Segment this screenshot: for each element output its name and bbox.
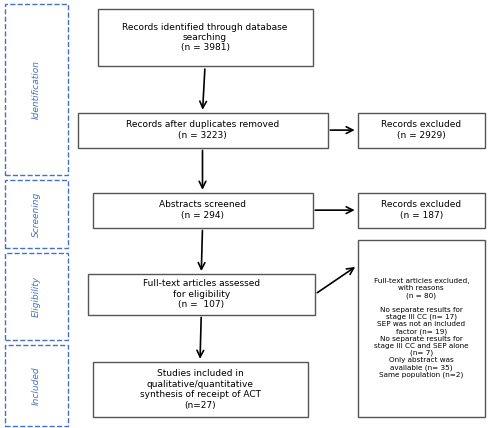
FancyBboxPatch shape [98, 9, 312, 66]
Text: Records after duplicates removed
(n = 3223): Records after duplicates removed (n = 32… [126, 120, 279, 140]
Text: Records excluded
(n = 2929): Records excluded (n = 2929) [381, 120, 462, 140]
FancyBboxPatch shape [88, 274, 315, 315]
Text: Screening: Screening [32, 191, 41, 237]
Text: Records excluded
(n = 187): Records excluded (n = 187) [381, 200, 462, 220]
Text: Eligibility: Eligibility [32, 276, 41, 317]
Text: Identification: Identification [32, 60, 41, 119]
FancyBboxPatch shape [92, 362, 308, 417]
Text: Abstracts screened
(n = 294): Abstracts screened (n = 294) [159, 200, 246, 220]
FancyBboxPatch shape [5, 253, 68, 340]
FancyBboxPatch shape [358, 113, 485, 148]
FancyBboxPatch shape [358, 240, 485, 417]
FancyBboxPatch shape [5, 345, 68, 426]
Text: Records identified through database
searching
(n = 3981): Records identified through database sear… [122, 23, 288, 52]
Text: Studies included in
qualitative/quantitative
synthesis of receipt of ACT
(n=27): Studies included in qualitative/quantita… [140, 369, 260, 410]
FancyBboxPatch shape [5, 180, 68, 248]
FancyBboxPatch shape [358, 193, 485, 228]
FancyBboxPatch shape [78, 113, 328, 148]
Text: Full-text articles excluded,
with reasons
(n = 80)

No separate results for
stag: Full-text articles excluded, with reason… [374, 279, 469, 378]
FancyBboxPatch shape [5, 4, 68, 175]
Text: Full-text articles assessed
for eligibility
(n =  107): Full-text articles assessed for eligibil… [142, 279, 260, 309]
Text: Included: Included [32, 366, 41, 404]
FancyBboxPatch shape [92, 193, 312, 228]
